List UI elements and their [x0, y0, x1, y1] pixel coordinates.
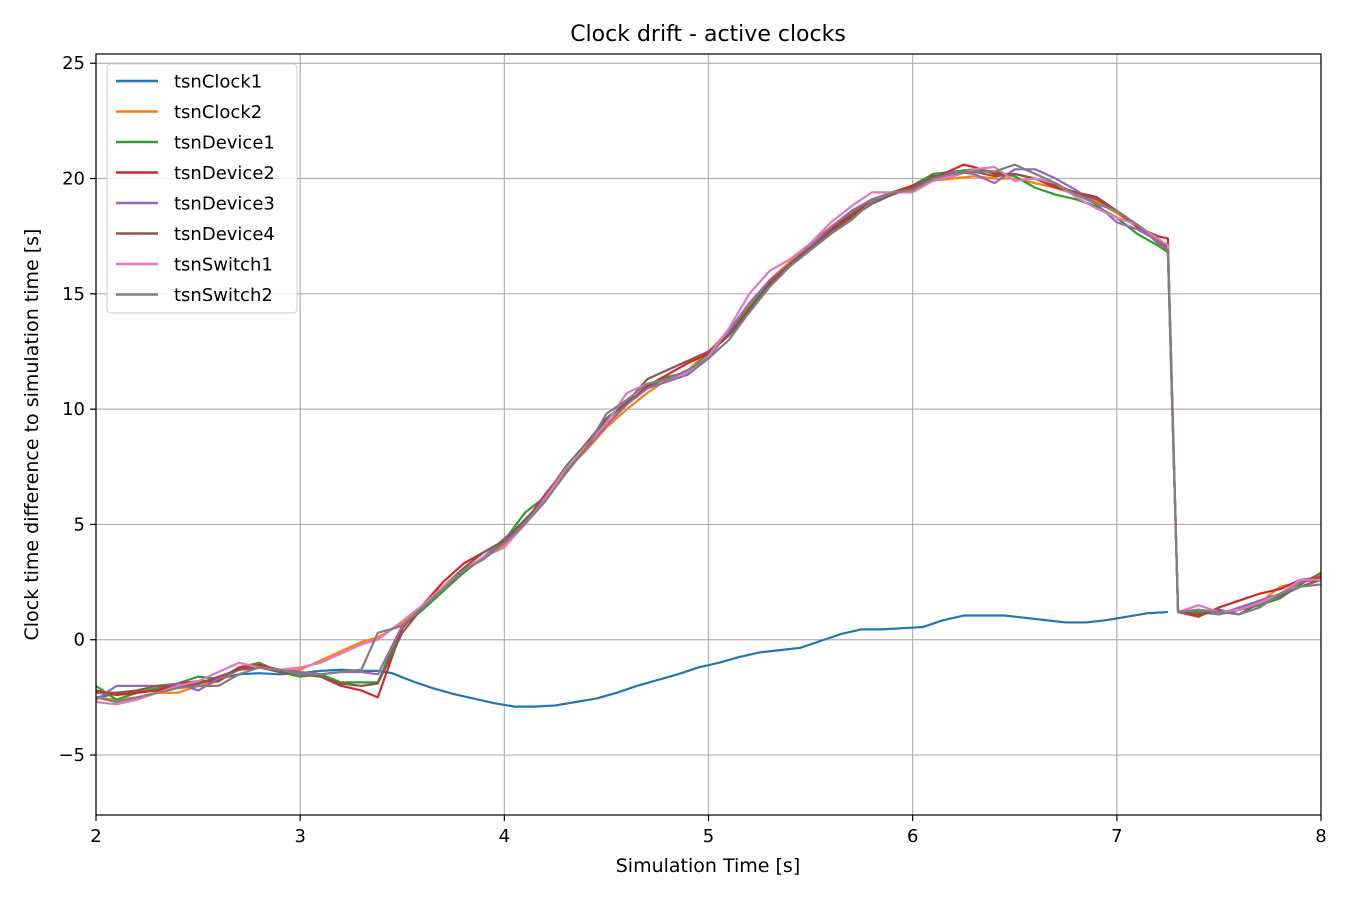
- legend-label: tsnDevice3: [174, 194, 275, 215]
- legend-label: tsnSwitch1: [174, 255, 273, 276]
- legend: tsnClock1 tsnClock2 tsnDevice1 tsnDevice2 ts…: [106, 63, 298, 314]
- x-tick-label: 2: [90, 826, 101, 847]
- legend-label: tsnSwitch2: [174, 285, 273, 306]
- x-tick-label: 4: [499, 826, 510, 847]
- x-axis-label: Simulation Time [s]: [616, 855, 801, 877]
- y-tick-label: 20: [62, 169, 85, 190]
- y-tick-label: 0: [74, 630, 85, 651]
- y-tick-label: 15: [62, 284, 85, 305]
- x-tick-label: 5: [703, 826, 714, 847]
- y-axis: −5 0 5 10 15 20 25: [58, 53, 96, 766]
- x-tick-label: 8: [1315, 826, 1326, 847]
- y-tick-label: −5: [58, 745, 85, 766]
- series-lines: [96, 163, 1321, 708]
- y-tick-label: 5: [74, 514, 85, 535]
- y-tick-label: 10: [62, 399, 85, 420]
- chart-title: Clock drift - active clocks: [570, 22, 846, 47]
- legend-label: tsnDevice2: [174, 163, 275, 184]
- legend-label: tsnDevice4: [174, 224, 275, 245]
- x-tick-label: 7: [1111, 826, 1122, 847]
- series-line-tsnSwitch2: [96, 163, 1321, 704]
- y-tick-label: 25: [62, 53, 85, 74]
- y-axis-label: Clock time difference to simulation time…: [21, 229, 43, 641]
- x-tick-label: 3: [294, 826, 305, 847]
- gridlines: [95, 54, 1322, 815]
- legend-label: tsnDevice1: [174, 133, 275, 154]
- legend-label: tsnClock2: [174, 102, 262, 123]
- x-axis: 2 3 4 5 6 7 8: [90, 815, 1327, 847]
- legend-box: [106, 63, 298, 314]
- x-tick-label: 6: [907, 826, 918, 847]
- legend-label: tsnClock1: [174, 72, 262, 93]
- series-line-tsnClock1: [96, 610, 1168, 708]
